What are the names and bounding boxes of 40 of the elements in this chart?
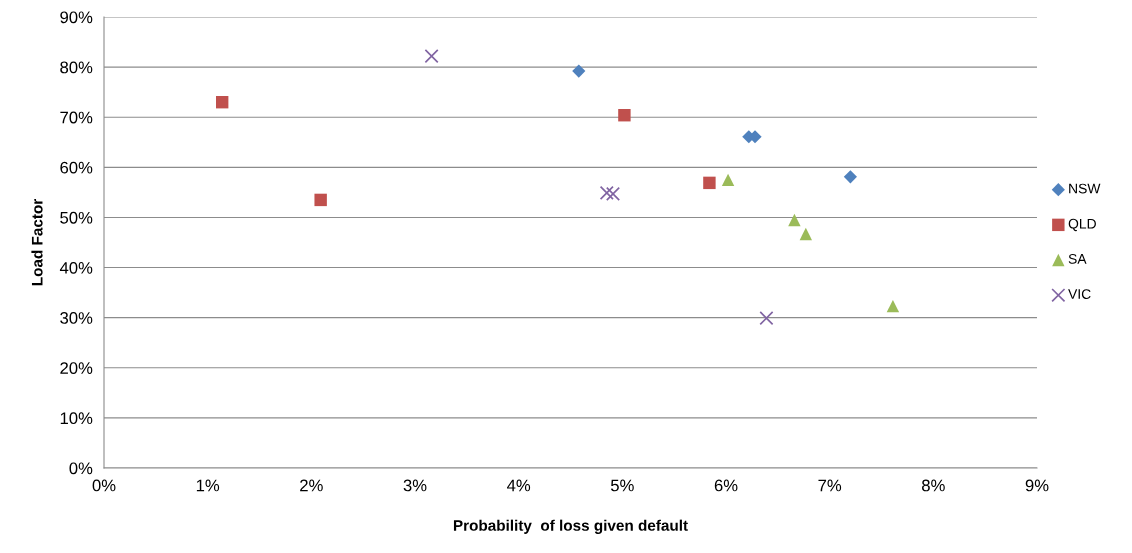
y-axis-title: Load Factor	[31, 199, 43, 286]
x-axis-title: Probability of loss given default	[453, 519, 688, 534]
point	[618, 109, 631, 122]
y-tick-label: 80%	[60, 61, 93, 74]
y-tick-label: 50%	[60, 211, 93, 224]
y-tick-label: 0%	[69, 462, 93, 475]
point	[215, 95, 229, 109]
y-tick-label: 90%	[60, 11, 93, 24]
point	[703, 176, 716, 190]
point	[605, 186, 621, 201]
y-tick-label: 10%	[60, 412, 93, 425]
point	[759, 311, 774, 326]
point	[314, 193, 327, 207]
point	[721, 173, 735, 187]
y-tick-label: 40%	[59, 261, 93, 274]
point	[886, 299, 900, 313]
x-tick-label: 6%	[714, 479, 738, 492]
x-tick-label: 3%	[403, 479, 427, 492]
y-tick-label: 70%	[60, 111, 93, 124]
y-tick-label: 20%	[60, 362, 93, 374]
x-tick-label: 1%	[196, 479, 220, 492]
legend-label: SA	[1068, 253, 1087, 264]
x-tick-label: 0%	[92, 479, 116, 492]
y-tick-label: 60%	[60, 161, 93, 174]
x-tick-label: 9%	[1025, 479, 1049, 492]
point	[599, 185, 614, 200]
point	[788, 213, 801, 227]
legend-label: NSW	[1069, 183, 1101, 194]
x-tick-label: 2%	[300, 479, 323, 492]
x-tick-label: 5%	[610, 479, 634, 492]
point	[424, 49, 439, 64]
point	[799, 227, 813, 241]
x-tick-label: 8%	[922, 479, 945, 492]
point	[572, 64, 586, 78]
y-tick-label: 30%	[60, 312, 93, 324]
x-tick-label: 7%	[818, 479, 842, 492]
x-tick-label: 4%	[507, 479, 531, 492]
point	[843, 170, 857, 184]
legend-label: VIC	[1068, 289, 1091, 299]
legend-label: QLD	[1068, 218, 1096, 232]
